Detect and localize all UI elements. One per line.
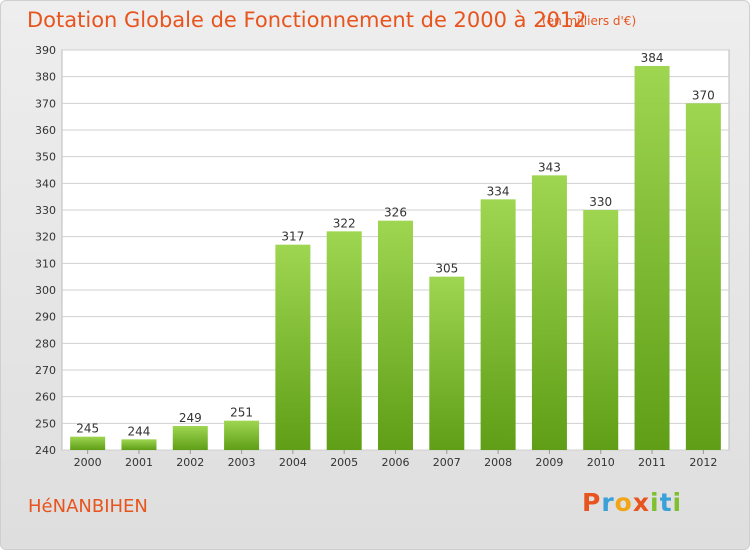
y-tick-label: 250 [35,417,56,430]
bar [378,220,413,450]
data-label: 326 [384,206,407,220]
bar [275,244,311,450]
y-tick-label: 310 [35,257,56,270]
bar [326,231,362,450]
bar [685,103,721,450]
data-label: 343 [538,160,561,174]
chart-subtitle: (en milliers d'€) [542,14,637,28]
data-label: 330 [589,195,612,209]
x-tick-label: 2003 [228,456,256,469]
chart-title: Dotation Globale de Fonctionnement de 20… [27,8,587,32]
data-label: 370 [692,88,715,102]
bar [531,175,567,451]
logo-letter: r [601,488,615,517]
data-label: 317 [281,230,304,244]
data-label: 244 [128,424,151,438]
y-tick-label: 340 [35,177,56,190]
data-label: 251 [230,406,253,420]
x-tick-label: 2012 [689,456,717,469]
y-tick-label: 360 [35,124,56,137]
logo-letter: i [650,488,660,517]
logo-letter: t [659,488,673,517]
y-tick-label: 380 [35,71,56,84]
data-label: 334 [487,184,510,198]
y-tick-label: 320 [35,231,56,244]
data-label: 249 [179,411,202,425]
y-tick-label: 330 [35,204,56,217]
y-tick-label: 370 [35,97,56,110]
data-label: 305 [435,262,458,276]
bar [480,199,516,450]
bar [583,210,619,450]
y-tick-label: 260 [35,391,56,404]
y-tick-label: 390 [35,44,56,57]
bar [224,420,260,450]
x-tick-label: 2008 [484,456,512,469]
data-label: 384 [641,51,664,65]
place-name: HéNANBIHEN [28,496,148,517]
proxiti-logo: Proxiti [582,488,682,517]
bar [172,426,208,450]
y-tick-label: 240 [35,444,56,457]
x-tick-label: 2011 [638,456,666,469]
x-tick-label: 2000 [74,456,102,469]
x-tick-label: 2004 [279,456,307,469]
x-tick-label: 2006 [382,456,410,469]
data-label: 322 [333,216,356,230]
y-tick-label: 300 [35,284,56,297]
y-tick-label: 290 [35,311,56,324]
logo-letter: P [582,488,602,517]
x-tick-label: 2005 [330,456,358,469]
y-tick-label: 280 [35,337,56,350]
bar [70,436,106,450]
y-tick-label: 350 [35,151,56,164]
logo-letter: i [672,488,683,517]
bar [429,276,465,450]
x-tick-label: 2010 [587,456,615,469]
bar [121,439,157,450]
x-tick-label: 2007 [433,456,461,469]
x-tick-label: 2009 [535,456,563,469]
x-tick-label: 2001 [125,456,153,469]
data-label: 245 [76,422,99,436]
logo-letter: o [614,488,633,517]
bar [634,66,670,450]
logo-letter: x [632,488,650,517]
y-tick-label: 270 [35,364,56,377]
x-tick-label: 2002 [176,456,204,469]
